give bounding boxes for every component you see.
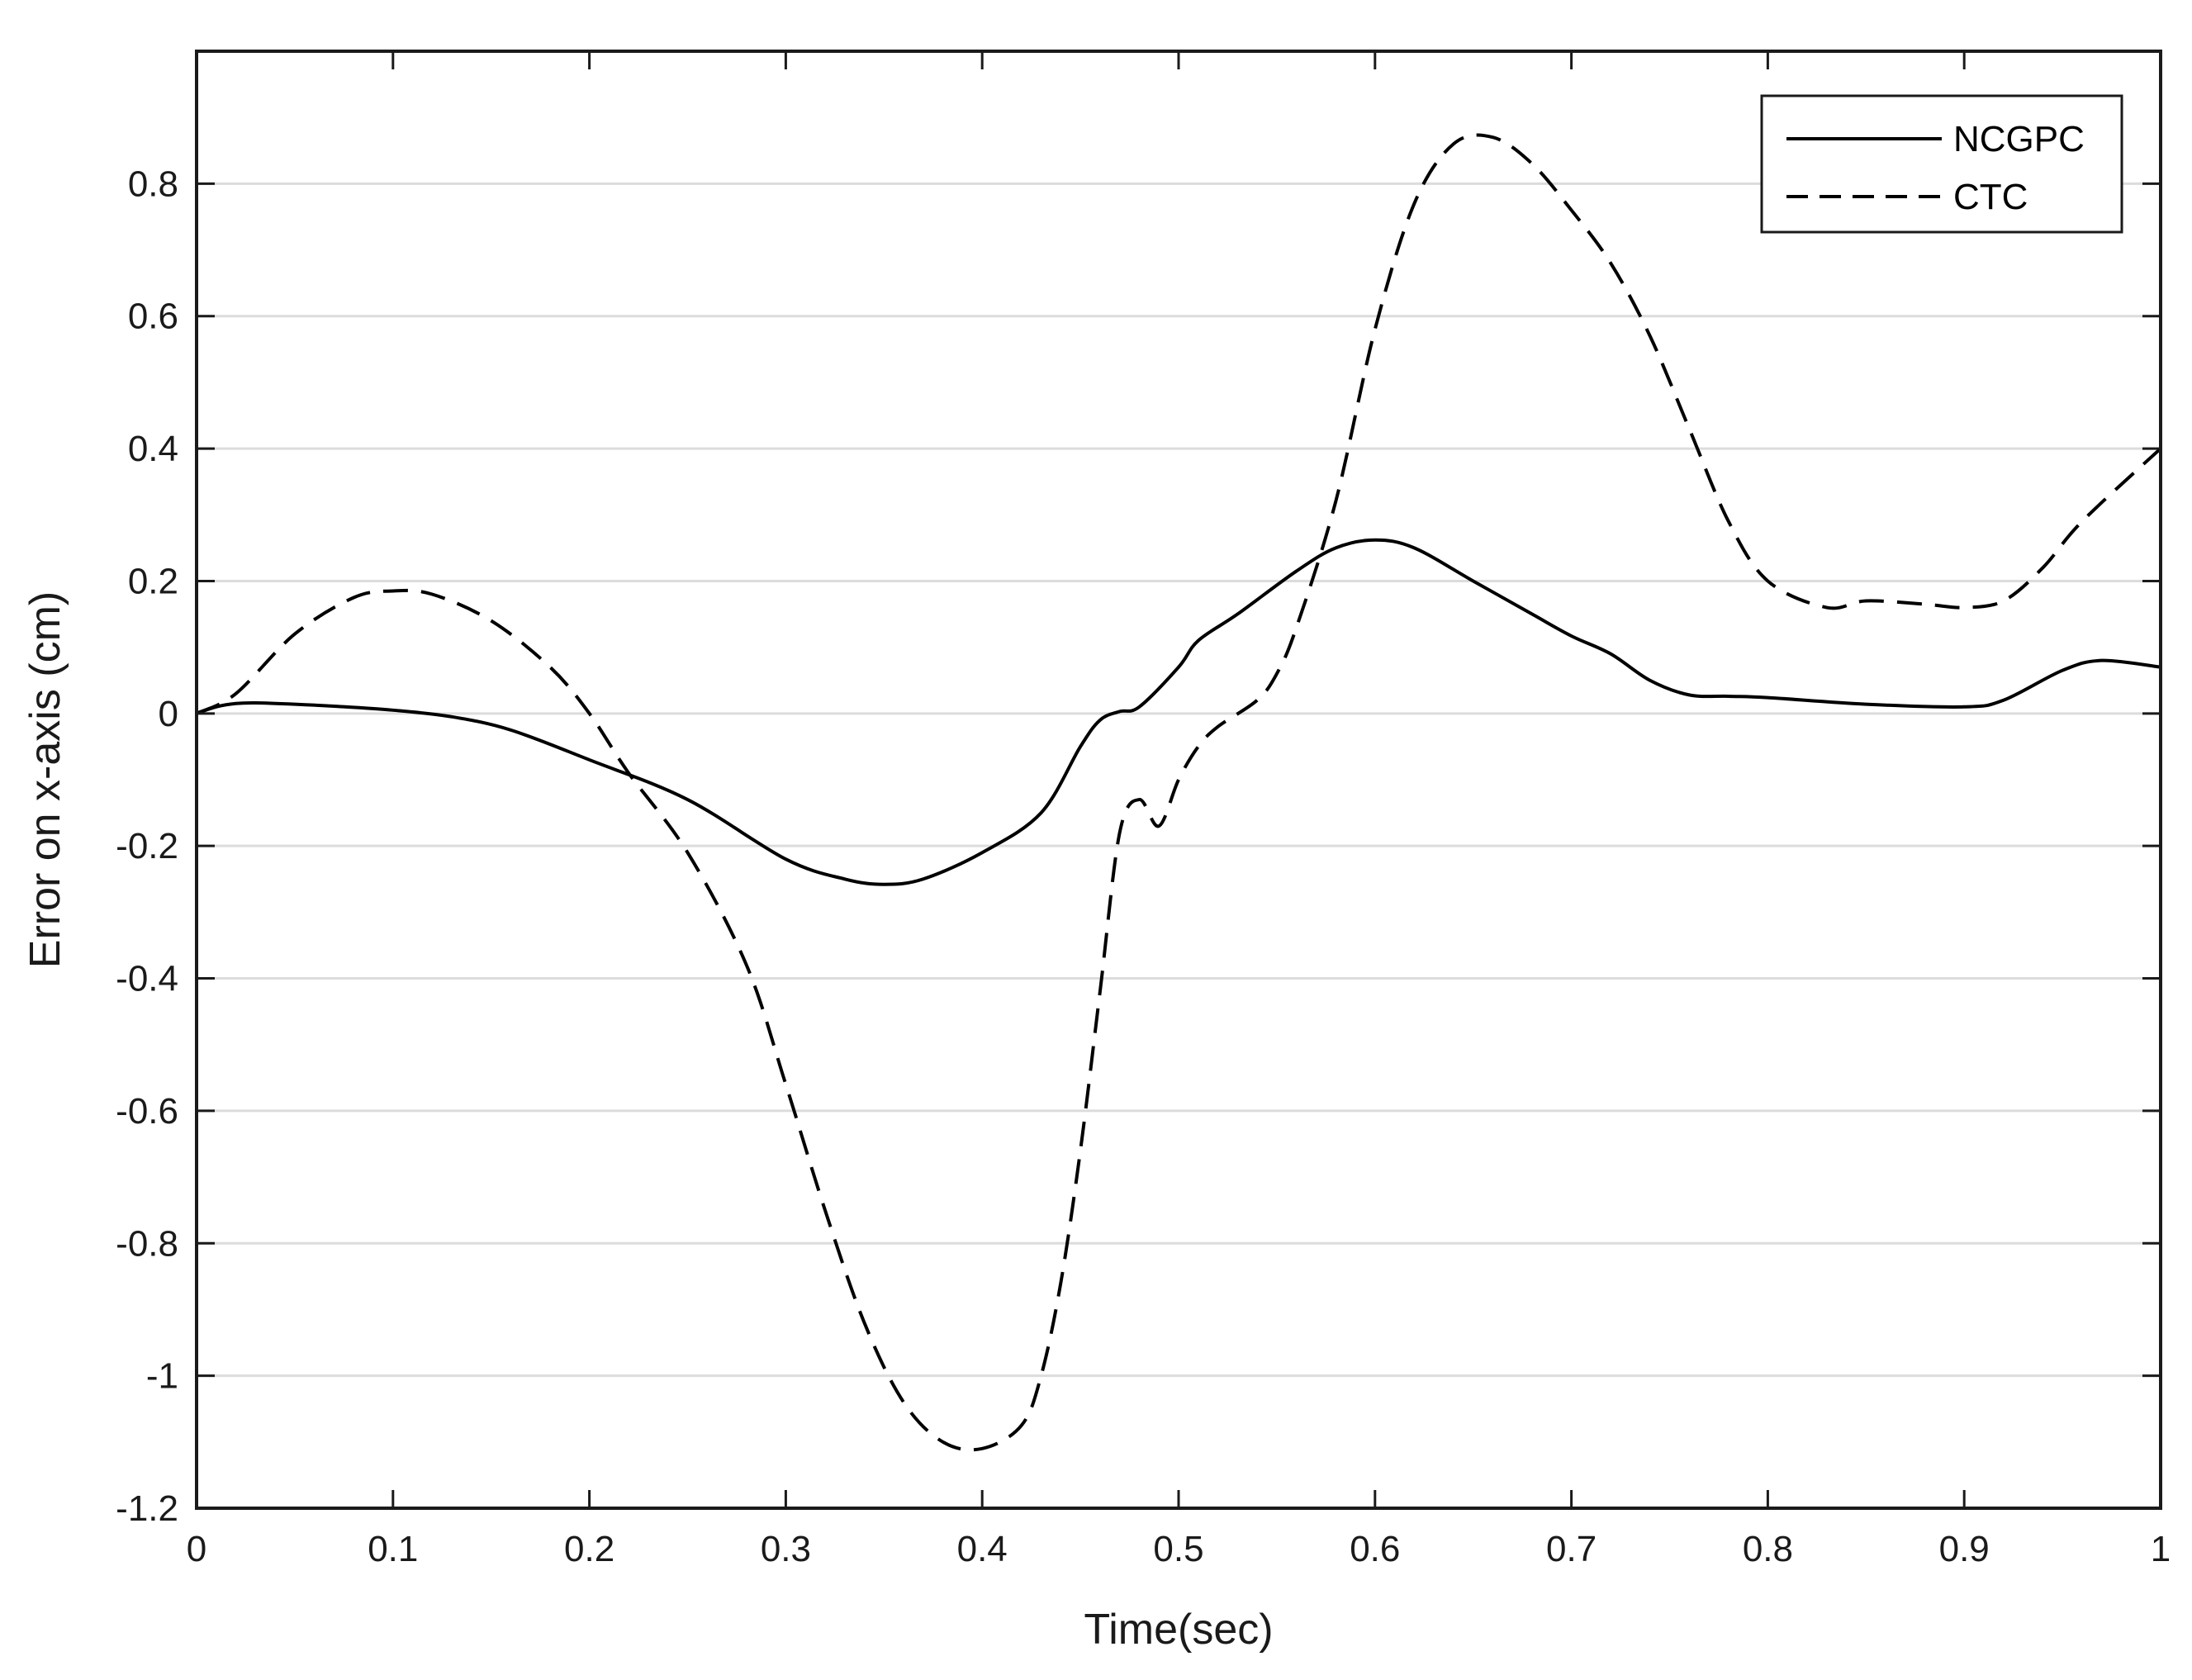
y-tick-label: -0.2 (116, 826, 178, 866)
y-tick-label: -0.6 (116, 1091, 178, 1132)
x-tick-label: 0.4 (957, 1529, 1008, 1569)
y-tick-label: 0.4 (128, 429, 178, 469)
y-tick-label: -0.4 (116, 959, 178, 999)
series-line-ncgpc (196, 538, 2161, 886)
x-tick-label: 0 (187, 1529, 206, 1569)
x-tick-label: 0.2 (564, 1529, 614, 1569)
plot-series (196, 133, 2162, 1452)
x-tick-label: 0.9 (1939, 1529, 1990, 1569)
legend-label-ctc: CTC (1953, 177, 2028, 217)
axis-ticks (195, 51, 2162, 1510)
legend-box (1760, 94, 2123, 234)
y-tick-label: -1 (146, 1356, 178, 1397)
series-line-ctc (196, 133, 2162, 1452)
y-tick-label: 0.2 (128, 561, 178, 601)
x-tick-label: 0.7 (1546, 1529, 1597, 1569)
x-tick-label: 0.6 (1350, 1529, 1400, 1569)
x-tick-label: 1 (2151, 1529, 2171, 1569)
y-tick-label: 0 (159, 694, 178, 734)
tick-labels: 0 0.1 0.2 0.3 0.4 0.5 0.6 0.7 0.8 0.9 1 -1.2 -1 -0.8 -… (116, 164, 2171, 1569)
legend: NCGPC CTC (1760, 94, 2123, 234)
x-tick-label: 0.1 (368, 1529, 418, 1569)
x-tick-label: 0.5 (1153, 1529, 1203, 1569)
legend-label-ncgpc: NCGPC (1953, 119, 2085, 159)
x-axis-title: Time(sec) (1084, 1606, 1273, 1654)
x-tick-label: 0.3 (761, 1529, 811, 1569)
x-tick-label: 0.8 (1743, 1529, 1793, 1569)
grid (197, 182, 2161, 1510)
y-tick-label: -0.8 (116, 1223, 178, 1264)
y-tick-label: 0.8 (128, 164, 178, 204)
y-tick-label: -1.2 (116, 1488, 178, 1529)
y-tick-label: 0.6 (128, 297, 178, 337)
y-axis-title: Error on x-axis (cm) (21, 591, 69, 968)
